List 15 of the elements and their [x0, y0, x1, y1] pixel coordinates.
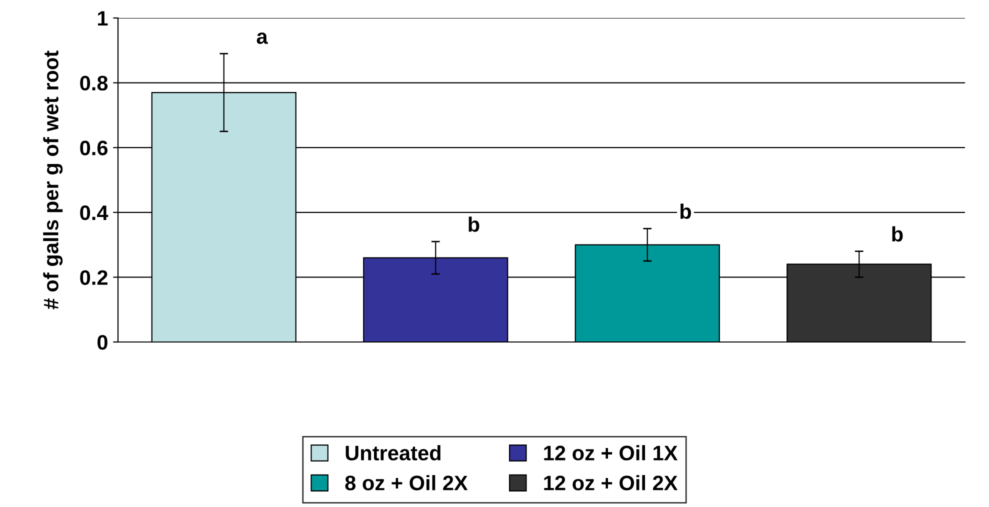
legend-label: 12 oz + Oil 2X — [544, 475, 678, 490]
y-tick-label: 0.8 — [80, 76, 108, 91]
y-axis-title: # of galls per g of wet root — [43, 50, 63, 310]
annotation: b — [892, 226, 903, 242]
legend-label: Untreated — [346, 445, 440, 460]
annotation: b — [468, 216, 480, 232]
annotation: a — [256, 32, 268, 44]
legend-label: 8 oz + Oil 2X — [345, 475, 468, 490]
annotation: b — [680, 204, 691, 219]
y-tick-label: 0.6 — [80, 140, 108, 156]
y-tick-label: 0.4 — [80, 205, 108, 220]
y-tick-label: 0.2 — [80, 270, 108, 285]
y-tick-label: 0 — [98, 335, 108, 350]
y-tick-label: 1 — [98, 11, 108, 26]
legend-label: 12 oz + Oil 1X — [544, 445, 678, 460]
